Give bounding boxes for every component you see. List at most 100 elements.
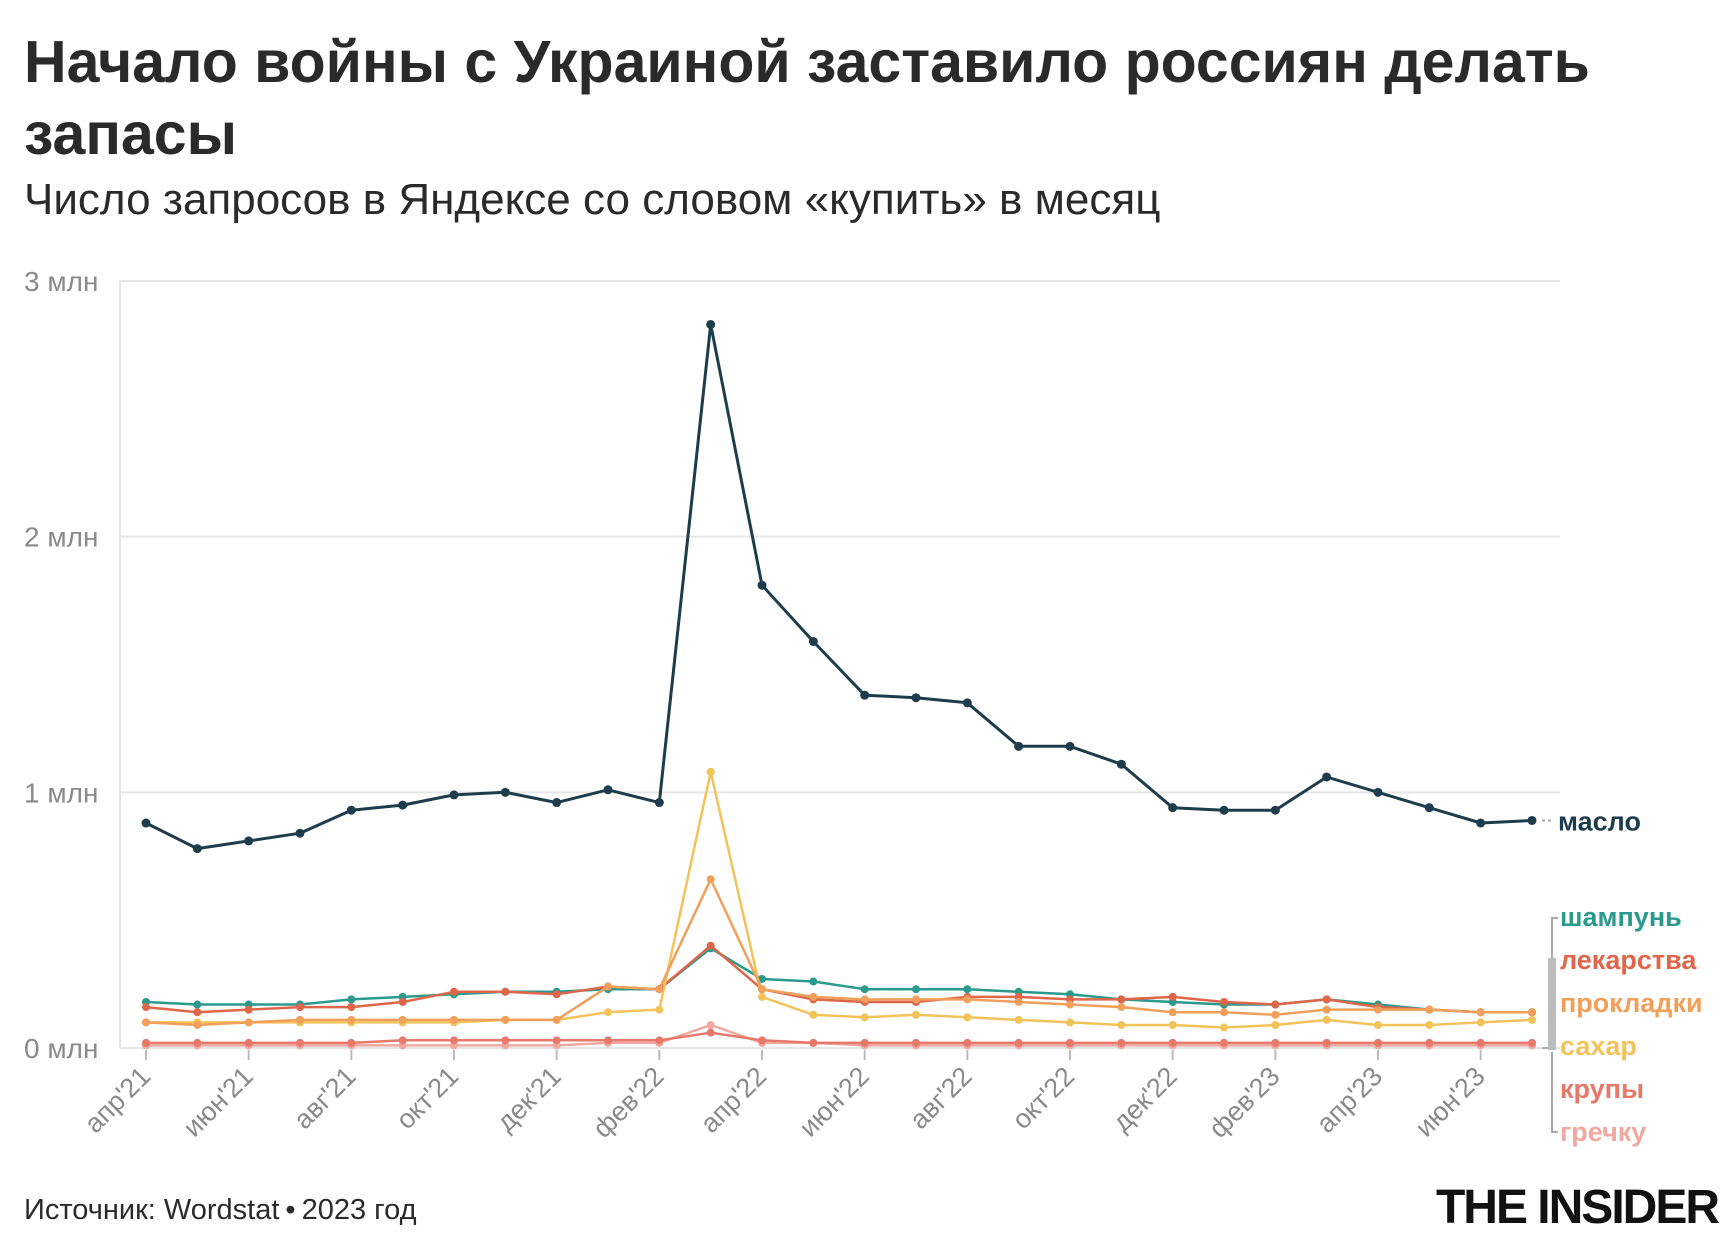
series-line bbox=[145, 323, 1533, 851]
data-point bbox=[1271, 1020, 1280, 1029]
data-point bbox=[706, 1028, 715, 1037]
data-point bbox=[809, 1010, 818, 1019]
data-point bbox=[1476, 1008, 1485, 1017]
x-tick-label: окт'22 bbox=[1006, 1061, 1080, 1135]
data-point bbox=[1014, 1038, 1023, 1047]
data-point bbox=[398, 800, 408, 810]
data-point bbox=[1066, 1000, 1074, 1009]
data-point bbox=[347, 1003, 356, 1012]
data-point bbox=[347, 1015, 356, 1024]
data-point bbox=[192, 844, 202, 854]
data-point bbox=[1168, 992, 1177, 1001]
x-tick-label: фев'22 bbox=[587, 1061, 670, 1144]
data-point bbox=[655, 1005, 664, 1014]
data-point bbox=[963, 995, 972, 1004]
data-point bbox=[193, 1000, 202, 1009]
data-point bbox=[449, 790, 459, 800]
data-point bbox=[346, 805, 356, 815]
data-point bbox=[758, 992, 766, 1001]
data-point bbox=[1374, 1005, 1382, 1014]
source-year: 2023 год bbox=[301, 1194, 417, 1226]
data-point bbox=[1528, 1015, 1536, 1024]
data-point bbox=[604, 1036, 612, 1045]
data-point bbox=[1014, 741, 1024, 751]
chart-title: Начало войны с Украиной заставило россия… bbox=[24, 29, 1590, 167]
data-point bbox=[758, 1036, 766, 1045]
data-point bbox=[244, 836, 254, 846]
data-point bbox=[1322, 1038, 1331, 1047]
legend-label: шампунь bbox=[1560, 902, 1682, 932]
source-note: Источник: Wordstat • 2023 год bbox=[24, 1194, 417, 1227]
data-point bbox=[1220, 997, 1228, 1006]
data-point bbox=[398, 997, 407, 1006]
data-point bbox=[193, 1008, 202, 1017]
data-point bbox=[860, 1038, 869, 1047]
data-point bbox=[1528, 1038, 1536, 1047]
y-axis-ticks: 0 млн 1 млн 2 млн 3 млн bbox=[24, 266, 98, 1064]
data-point bbox=[1014, 1015, 1023, 1024]
data-point bbox=[604, 1008, 612, 1017]
data-point bbox=[501, 1036, 510, 1045]
x-tick-label: авг'22 bbox=[904, 1061, 978, 1135]
data-point bbox=[1168, 803, 1178, 813]
data-point bbox=[1271, 1010, 1280, 1019]
x-tick-label: июн'21 bbox=[177, 1061, 259, 1143]
data-point bbox=[758, 974, 766, 983]
legend-label: прокладки bbox=[1560, 988, 1703, 1018]
data-point bbox=[706, 875, 715, 884]
data-point bbox=[552, 798, 562, 808]
data-point bbox=[1476, 1038, 1485, 1047]
legend-label: крупы bbox=[1560, 1074, 1644, 1104]
y-tick-label: 1 млн bbox=[24, 777, 98, 808]
data-point bbox=[963, 1038, 972, 1047]
data-point bbox=[963, 985, 972, 994]
series-масло bbox=[141, 319, 1537, 854]
data-point bbox=[296, 1003, 304, 1012]
data-point bbox=[706, 767, 715, 776]
legend-label: масло bbox=[1558, 806, 1641, 836]
data-point bbox=[1425, 1005, 1434, 1014]
legend-label: сахар bbox=[1560, 1031, 1637, 1061]
y-tick-label: 0 млн bbox=[24, 1033, 98, 1064]
data-point bbox=[193, 1020, 202, 1029]
x-tick-label: апр'22 bbox=[695, 1061, 773, 1139]
series-line bbox=[145, 944, 1532, 1014]
data-point bbox=[1528, 1008, 1536, 1017]
x-tick-label: авг'21 bbox=[288, 1061, 362, 1135]
data-point bbox=[1322, 1015, 1331, 1024]
data-point bbox=[860, 690, 870, 700]
data-point bbox=[1373, 787, 1383, 797]
data-point bbox=[501, 987, 510, 996]
series-line bbox=[146, 1031, 1532, 1045]
data-point bbox=[1476, 818, 1486, 828]
data-point bbox=[1322, 995, 1331, 1004]
data-point bbox=[398, 1015, 407, 1024]
data-point bbox=[501, 1015, 510, 1024]
data-point bbox=[706, 319, 716, 329]
data-point bbox=[758, 985, 766, 994]
data-point bbox=[1374, 1020, 1382, 1029]
data-point bbox=[1322, 772, 1332, 782]
data-point bbox=[1117, 1020, 1126, 1029]
series-lines bbox=[141, 319, 1537, 1050]
series-прокладки bbox=[142, 875, 1536, 1029]
data-point bbox=[1168, 1008, 1177, 1017]
data-point bbox=[912, 995, 920, 1004]
data-point bbox=[1271, 1038, 1280, 1047]
data-point bbox=[1425, 1038, 1434, 1047]
data-point bbox=[1168, 1020, 1177, 1029]
data-point bbox=[500, 787, 510, 797]
data-point bbox=[963, 1013, 972, 1022]
data-point bbox=[604, 982, 612, 991]
data-point bbox=[1271, 1000, 1280, 1009]
data-point bbox=[142, 1038, 150, 1047]
y-tick-label: 2 млн bbox=[24, 522, 98, 553]
data-point bbox=[809, 1038, 818, 1047]
data-point bbox=[347, 1038, 356, 1047]
data-point bbox=[1527, 815, 1537, 825]
data-point bbox=[860, 985, 869, 994]
data-point bbox=[1014, 997, 1023, 1006]
data-point bbox=[142, 1003, 150, 1012]
data-point bbox=[1424, 803, 1434, 813]
